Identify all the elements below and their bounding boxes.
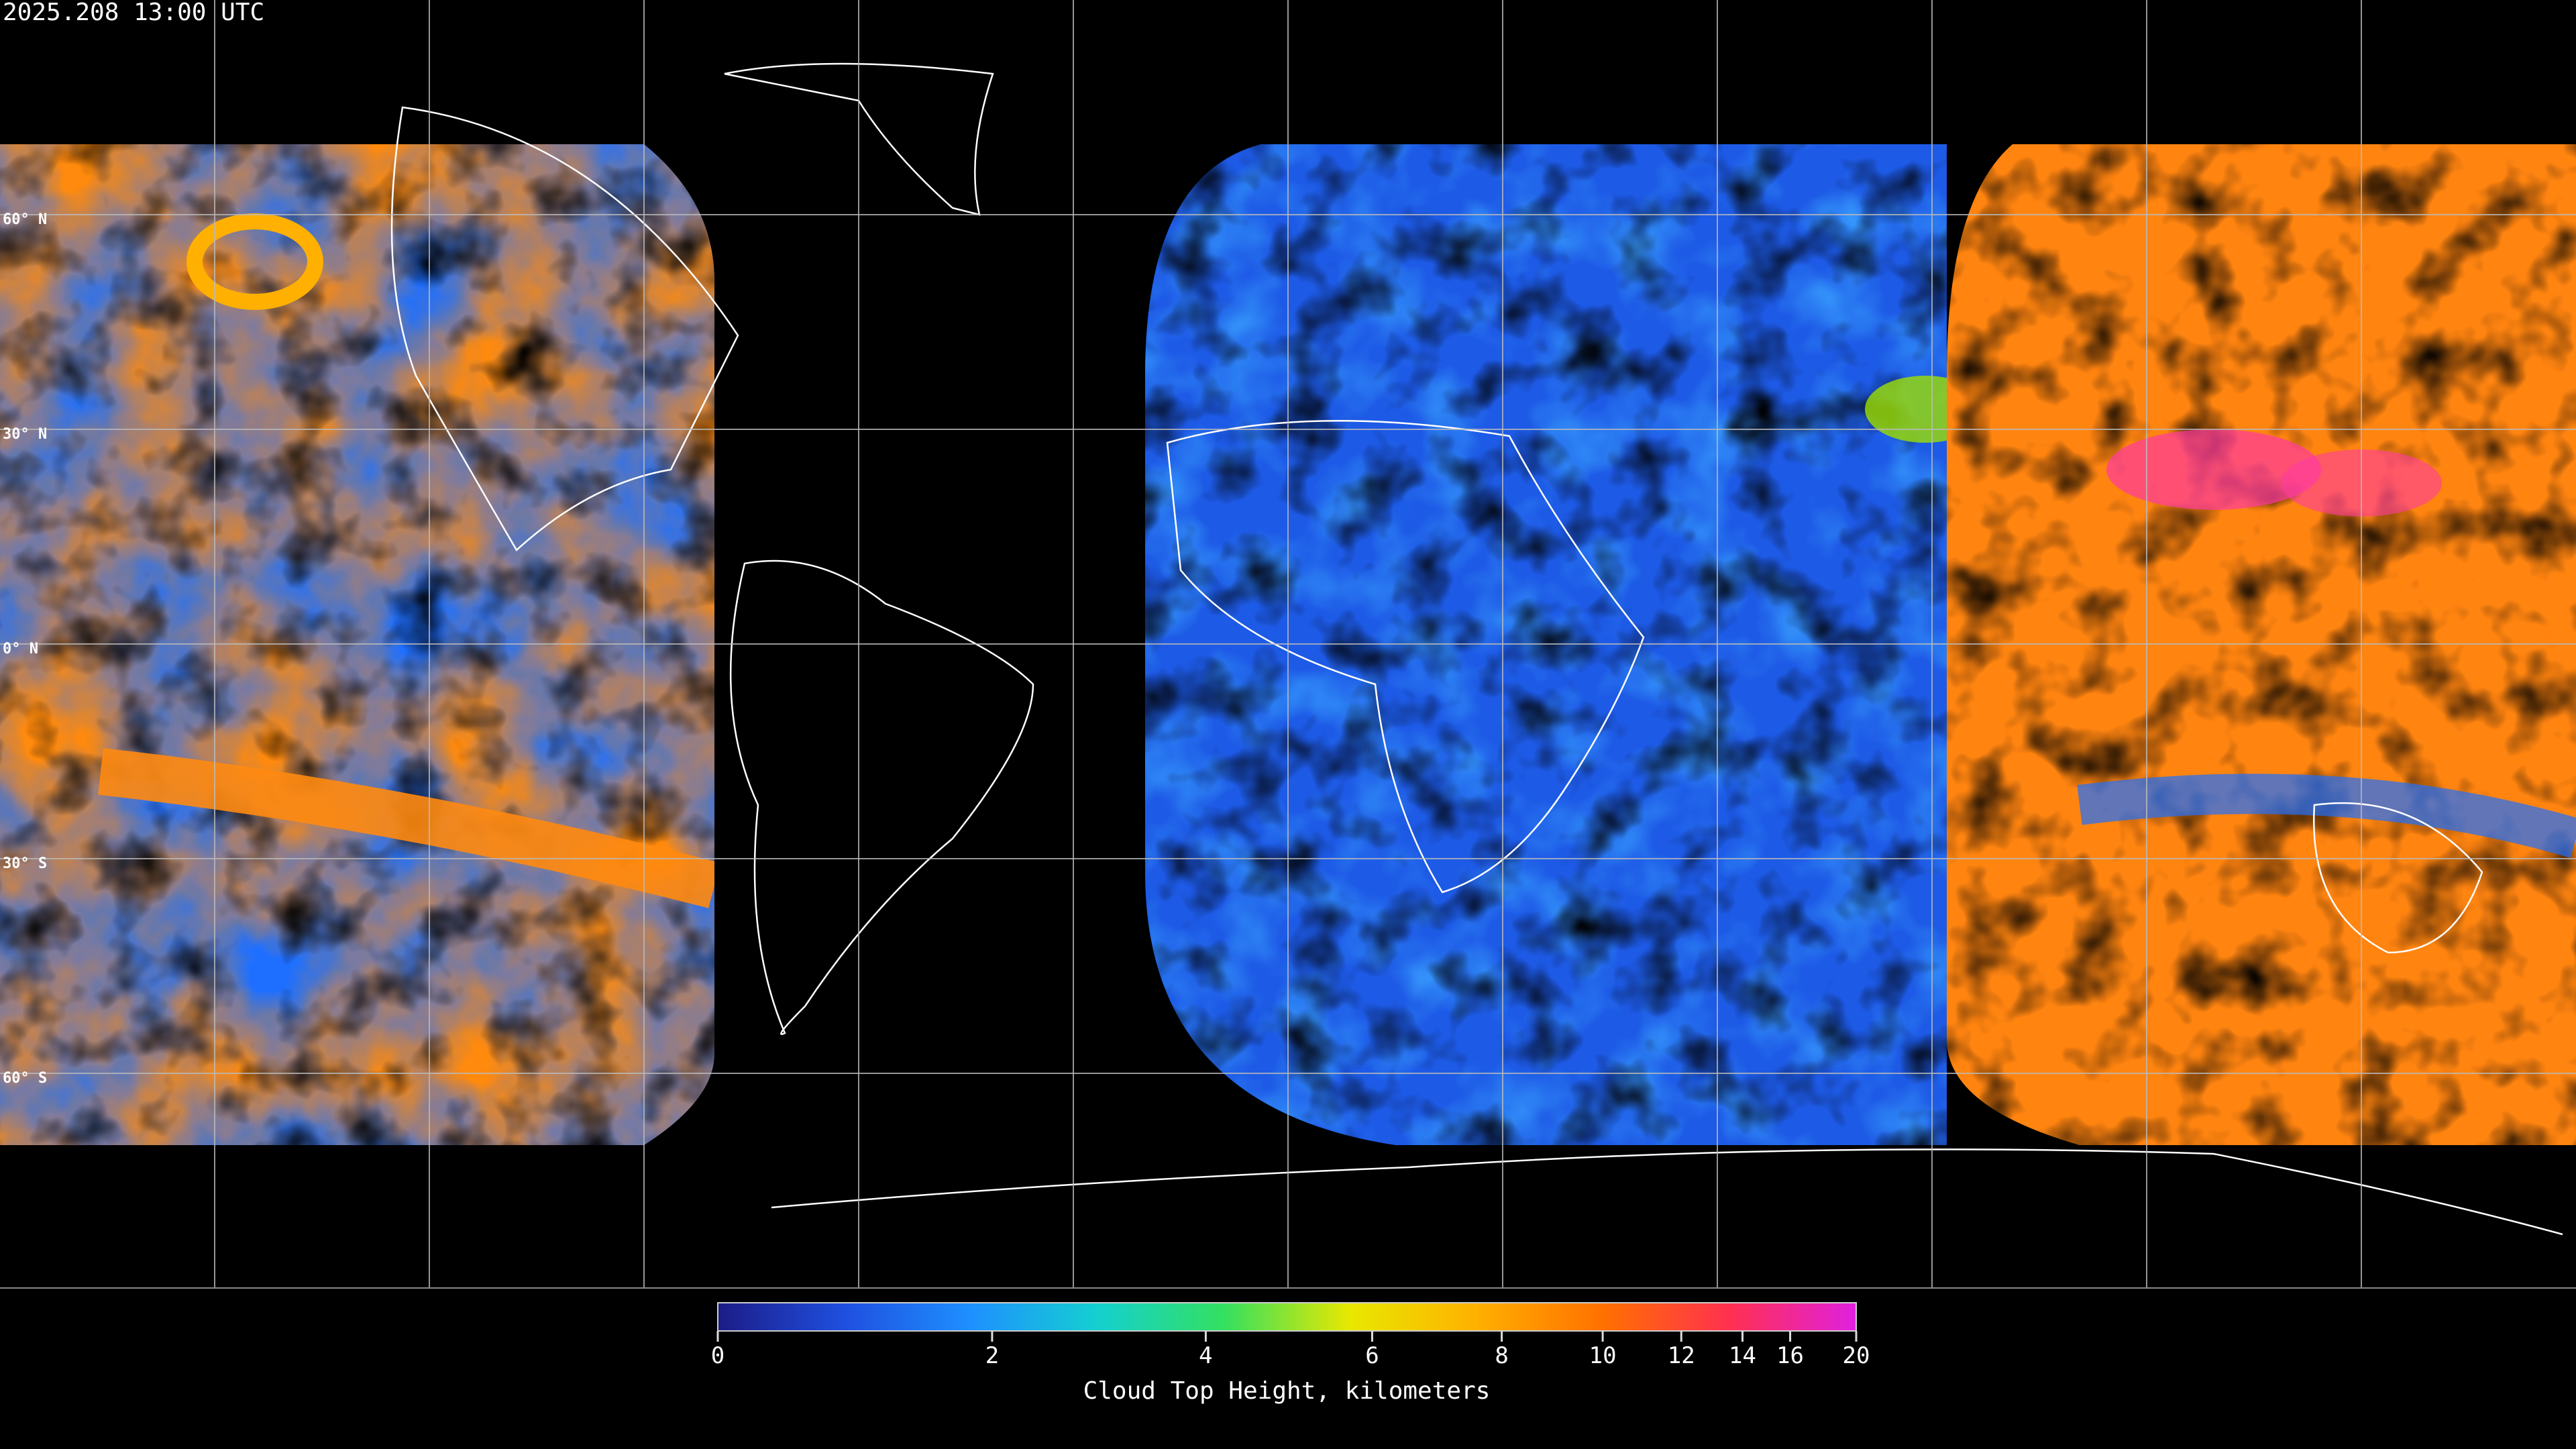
colorbar-tick-label: 16 [1776, 1342, 1804, 1369]
colorbar-tick-label: 20 [1843, 1342, 1870, 1369]
colorbar-ticks: 0 2 4 6 8 10 12 14 16 20 [711, 1331, 1870, 1369]
colorbar-tick-label: 6 [1365, 1342, 1379, 1369]
colorbar-tick-label: 8 [1495, 1342, 1508, 1369]
lat-label: 30° N [3, 426, 47, 443]
lat-labels: 60° N 30° N 0° N 30° S 60° S [3, 211, 47, 1087]
lat-label: 30° S [3, 855, 47, 872]
colorbar [717, 1302, 1857, 1332]
colorbar-tick-label: 10 [1589, 1342, 1617, 1369]
timestamp: 2025.208 13:00 UTC [3, 0, 264, 26]
colorbar-tick-label: 12 [1668, 1342, 1695, 1369]
colorbar-label: Cloud Top Height, kilometers [1083, 1377, 1491, 1405]
colorbar-tick-label: 14 [1729, 1342, 1756, 1369]
graticule [0, 0, 2576, 1289]
colorbar-tick-label: 2 [985, 1342, 999, 1369]
lat-label: 0° N [3, 641, 38, 657]
colorbar-tick-label: 0 [711, 1342, 724, 1369]
colorbar-tick-label: 4 [1199, 1342, 1212, 1369]
lat-label: 60° S [3, 1070, 47, 1087]
lat-label: 60° N [3, 211, 47, 228]
